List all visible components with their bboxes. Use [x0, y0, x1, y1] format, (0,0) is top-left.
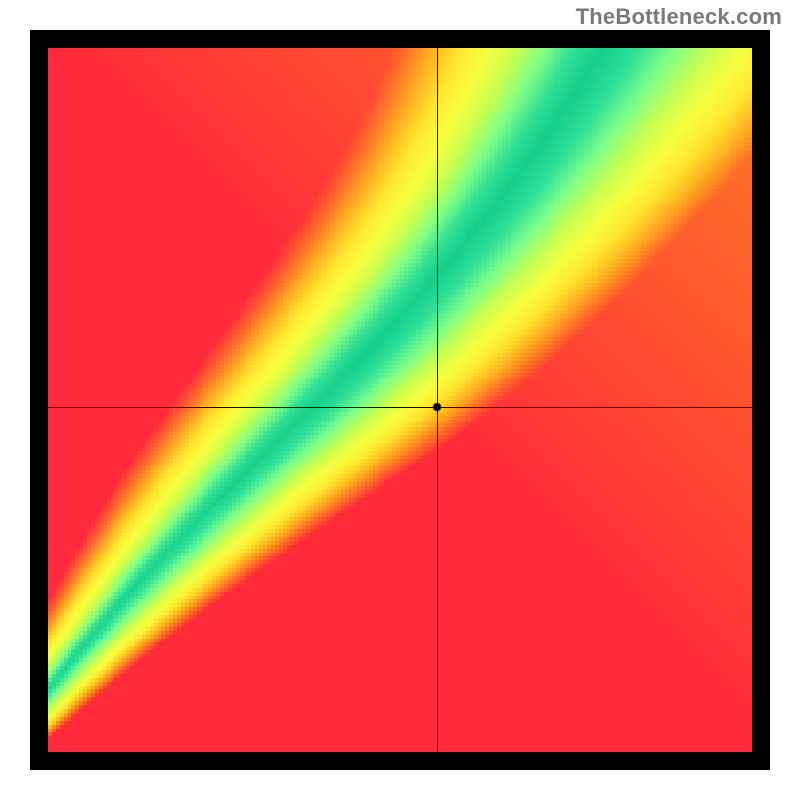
- bottleneck-heatmap: [48, 48, 752, 752]
- watermark-text: TheBottleneck.com: [576, 4, 782, 30]
- stage: TheBottleneck.com: [0, 0, 800, 800]
- marker-dot: [432, 402, 442, 412]
- crosshair-horizontal: [48, 407, 752, 408]
- chart-frame: [30, 30, 770, 770]
- crosshair-vertical: [437, 48, 438, 752]
